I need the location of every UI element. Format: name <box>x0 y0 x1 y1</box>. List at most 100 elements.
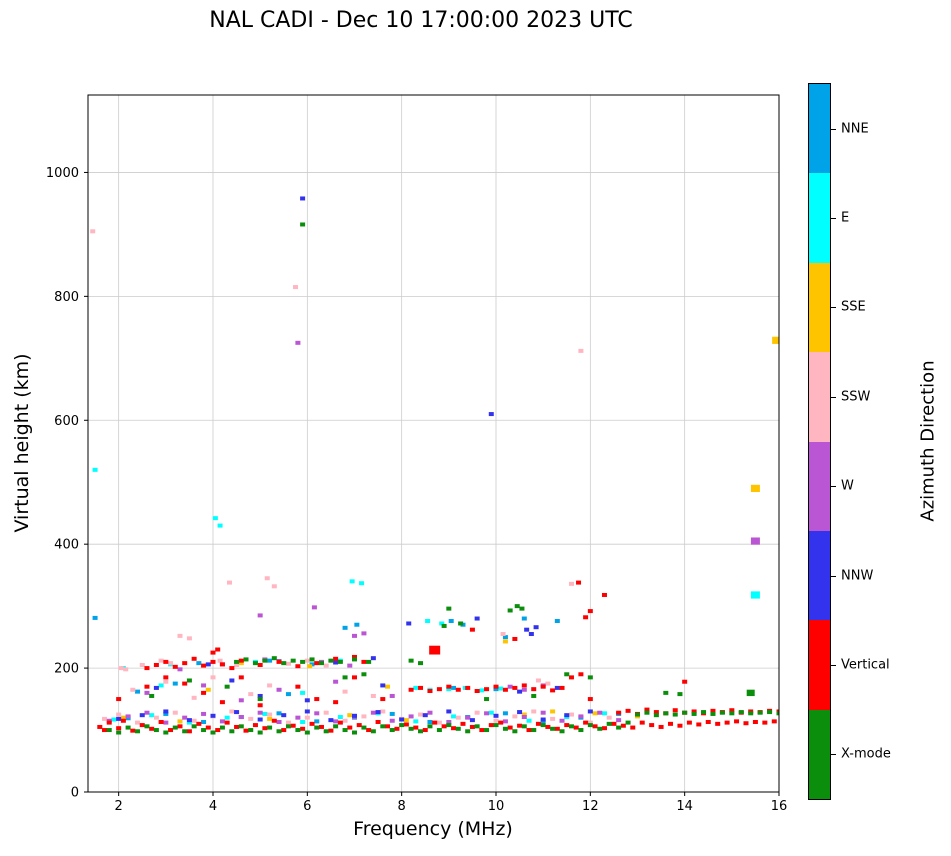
data-point <box>186 720 192 725</box>
data-point <box>257 703 263 708</box>
data-point <box>149 693 155 698</box>
data-point <box>479 728 485 733</box>
data-point <box>512 714 518 719</box>
data-point <box>168 728 174 733</box>
data-point <box>526 728 532 733</box>
data-point <box>158 683 164 688</box>
data-point <box>771 719 777 724</box>
data-point <box>752 719 758 724</box>
data-point <box>201 728 207 733</box>
data-point <box>474 616 480 621</box>
data-point <box>130 687 136 692</box>
data-point <box>182 729 188 734</box>
data-point <box>271 584 277 589</box>
data-point <box>295 684 301 689</box>
data-point <box>465 715 471 720</box>
data-point <box>587 609 593 614</box>
data-point <box>502 639 508 644</box>
data-point <box>276 711 282 716</box>
data-point <box>531 687 537 692</box>
data-point <box>163 730 169 735</box>
data-point <box>262 711 268 716</box>
data-point <box>281 661 287 666</box>
data-point <box>217 523 223 528</box>
data-point <box>380 724 386 729</box>
data-point <box>540 710 546 715</box>
data-point <box>710 711 716 716</box>
data-point <box>488 710 494 715</box>
data-point <box>172 725 178 730</box>
data-point <box>484 687 490 692</box>
data-point <box>356 723 362 728</box>
data-point <box>573 725 579 730</box>
data-point <box>135 689 141 694</box>
data-point <box>201 663 207 668</box>
data-point <box>201 683 207 688</box>
data-point <box>517 723 523 728</box>
data-point <box>425 619 431 624</box>
data-point <box>229 729 235 734</box>
data-point <box>448 619 454 624</box>
data-point <box>314 711 320 716</box>
data-point <box>597 726 603 731</box>
data-point <box>186 636 192 641</box>
data-point <box>408 658 414 663</box>
data-point <box>201 690 207 695</box>
data-point <box>514 604 520 609</box>
data-point <box>120 718 126 723</box>
data-point <box>512 729 518 734</box>
data-point <box>446 723 452 728</box>
data-point <box>215 728 221 733</box>
data-point <box>507 684 513 689</box>
data-point <box>347 713 353 718</box>
data-point <box>370 693 376 698</box>
data-point <box>583 615 589 620</box>
data-point <box>267 725 273 730</box>
x-tick-label: 6 <box>303 799 311 814</box>
data-point <box>535 721 541 726</box>
colorbar-tick <box>831 754 836 756</box>
data-point <box>385 724 391 729</box>
data-point <box>205 662 211 667</box>
data-point <box>729 708 735 713</box>
data-point <box>267 658 273 663</box>
colorbar-label: Azimuth Direction <box>917 360 939 522</box>
data-point <box>267 716 273 721</box>
data-point <box>550 709 556 714</box>
data-point <box>446 719 452 724</box>
data-point <box>309 721 315 726</box>
data-point <box>630 725 636 730</box>
data-point <box>217 658 223 663</box>
data-point <box>587 709 593 714</box>
data-point <box>97 724 103 729</box>
data-point <box>686 720 692 725</box>
data-point <box>262 726 268 731</box>
data-point <box>446 684 452 689</box>
data-point <box>158 658 164 663</box>
data-point <box>333 724 339 729</box>
data-point <box>375 710 381 715</box>
series-ssw <box>90 229 612 725</box>
x-tick-label: 8 <box>398 799 406 814</box>
data-point <box>186 678 192 683</box>
data-point <box>182 661 188 666</box>
data-point <box>500 632 506 637</box>
data-point <box>328 728 334 733</box>
data-point <box>172 710 178 715</box>
data-point <box>458 621 464 626</box>
data-point <box>554 619 560 624</box>
data-point <box>229 666 235 671</box>
data-point <box>243 728 249 733</box>
data-point <box>323 710 329 715</box>
data-point <box>521 715 527 720</box>
data-point <box>484 697 490 702</box>
data-point <box>135 729 141 734</box>
data-point <box>691 711 697 716</box>
data-point <box>238 661 244 666</box>
data-point <box>314 725 320 730</box>
data-point <box>413 685 419 690</box>
data-point <box>441 724 447 729</box>
data-point <box>705 719 711 724</box>
data-point <box>191 724 197 729</box>
data-point <box>724 720 730 725</box>
